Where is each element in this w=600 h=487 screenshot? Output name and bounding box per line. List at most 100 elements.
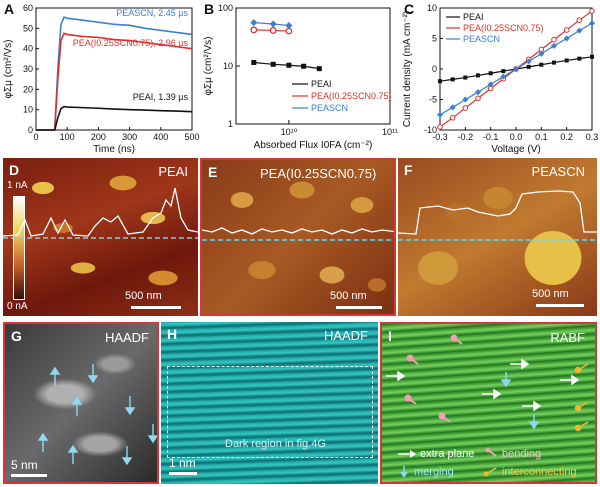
chart-a-annotation-2: PEAI, 1.39 µs: [133, 92, 189, 102]
scalebar-e: [336, 306, 382, 309]
chart-b-point-0-2: [286, 62, 292, 68]
afm-image-mixed: E PEA(I0.25SCN0.75) 500 nm: [200, 158, 396, 316]
scalebar-d: [131, 306, 181, 309]
panel-i-title: RABF: [550, 330, 585, 345]
panel-letter-f: F: [404, 162, 413, 178]
chart-c-point-2-5: [500, 73, 507, 80]
chart-c-point-2-11: [576, 27, 583, 34]
chart-c-point-0-4: [488, 71, 493, 76]
line-profile-f: [398, 190, 597, 241]
scalebar-label-g: 5 nm: [11, 458, 38, 472]
panel-letter-g: G: [11, 328, 22, 344]
chart-c-xtick-label-4: 0.1: [535, 132, 548, 142]
arrows-g: [37, 364, 157, 466]
chart-a-annotation-1: PEA(I0.25SCN0.75), 2.96 µs: [73, 38, 189, 48]
chart-c-ytick-label-4: 10: [427, 3, 437, 13]
chart-c-legend-label-1: PEA(I0.25SCN0.75): [463, 23, 544, 33]
chart-b-point-0-0: [251, 59, 257, 65]
chart-c-point-1-1: [449, 115, 456, 121]
chart-c: C -0.3 -0.2 -0.1 0.0 0.1 0.2 0.3 -10 -5 0 5 10 Volta…: [402, 1, 599, 155]
chart-c-ylabel: Current density (mA cm⁻²): [402, 11, 413, 127]
chart-b-point-0-1: [270, 61, 276, 67]
chart-b-ylabel: φΣμ (cm²/Vs): [203, 37, 214, 96]
chart-c-ytick-label-2: 0: [432, 64, 437, 74]
chart-c-point-0-9: [552, 60, 556, 65]
panel-h-title: HAADF: [323, 328, 368, 343]
chart-c-point-1-12: [589, 8, 595, 14]
chart-b-point-2-0: [250, 19, 258, 27]
line-profile-e: [202, 227, 394, 241]
chart-a-ytick-label-2: 20: [23, 84, 33, 94]
chart-c-point-2-9: [551, 42, 557, 49]
dark-region-note: Dark region in fig.4G: [225, 438, 326, 450]
chart-c-point-2-0: [437, 111, 443, 118]
chart-c-point-2-12: [589, 20, 595, 27]
chart-c-xtick-label-5: 0.2: [560, 132, 573, 142]
chart-c-ytick-label-1: -5: [429, 95, 437, 105]
chart-c-point-0-11: [577, 56, 582, 61]
panel-letter-e: E: [208, 164, 218, 180]
panel-letter-c: C: [404, 1, 414, 17]
chart-b-point-0-3: [301, 63, 307, 69]
scalebar-label-h: 1 nm: [169, 456, 196, 470]
chart-c-xlabel: Voltage (V): [491, 144, 540, 155]
chart-c-point-2-1: [449, 104, 456, 111]
panel-g-title: HAADF: [104, 330, 149, 345]
chart-c-point-0-3: [476, 73, 480, 78]
chart-c-ytick-label-0: -10: [424, 125, 437, 135]
chart-b-point-1-0: [250, 26, 258, 34]
chart-b-point-2-1: [269, 20, 277, 28]
legend-merging: merging: [414, 466, 454, 478]
legend-interconnecting: interconnecting: [502, 466, 577, 478]
chart-c-point-2-3: [475, 89, 481, 96]
chart-a-series-2: [36, 105, 193, 131]
chart-c-point-2-2: [462, 96, 469, 103]
chart-a-xtick-label-3: 300: [122, 132, 137, 142]
chart-a-ytick-label-6: 60: [23, 3, 33, 13]
chart-a-ytick-label-1: 10: [23, 105, 33, 115]
colorbar-top-label: 1 nA: [7, 180, 28, 191]
chart-a-annotation-0: PEASCN, 2.45 µs: [116, 8, 188, 18]
chart-c-point-2-8: [538, 50, 545, 57]
chart-c-xtick-label-0: -0.3: [432, 132, 448, 142]
chart-b-legend-label-2: PEASCN: [311, 103, 348, 113]
afm-image-peascn: F PEASCN 500 nm: [398, 158, 597, 316]
chart-a-xtick-label-5: 500: [184, 132, 199, 142]
chart-c-point-0-8: [539, 62, 544, 67]
chart-c-point-1-2: [462, 105, 469, 111]
scalebar-label-e: 500 nm: [330, 290, 367, 302]
panel-f-title: PEASCN: [531, 164, 585, 179]
chart-c-point-1-9: [551, 36, 557, 43]
line-profile-d: [3, 187, 198, 239]
panel-d-title: PEAI: [158, 164, 188, 179]
chart-b-xlabel: Absorbed Flux I0FA (cm⁻²): [254, 140, 373, 151]
chart-c-point-0-12: [590, 54, 594, 59]
chart-b-legend-label-1: PEA(I0.25SCN0.75): [311, 91, 392, 101]
chart-a: A 0 100 200 300 400 500 0 10 20 30 40 50 60 Time (ns)…: [3, 1, 200, 155]
scalebar-label-f: 500 nm: [532, 288, 569, 300]
panel-letter-b: B: [204, 1, 214, 17]
legend-extra-plane: extra plane: [420, 448, 475, 460]
chart-b-ytick-label-2: 100: [218, 3, 233, 13]
chart-b-ytick-label-1: 10: [223, 61, 233, 71]
panel-letter-d: D: [9, 162, 20, 178]
chart-c-point-1-10: [563, 27, 570, 33]
panel-letter-h: H: [167, 326, 178, 342]
tem-image-rabf: I RABF extra p: [380, 322, 597, 484]
chart-a-xtick-label-1: 100: [60, 132, 75, 142]
chart-b-point-1-1: [269, 27, 277, 34]
chart-c-point-2-4: [487, 81, 494, 88]
chart-c-point-2-7: [525, 58, 532, 65]
chart-c-legend-label-0: PEAI: [463, 12, 484, 22]
chart-b-legend-label-0: PEAI: [311, 79, 332, 89]
chart-c-point-0-1: [450, 77, 455, 82]
scalebar-g: [11, 474, 47, 477]
chart-c-point-0-0: [438, 79, 442, 84]
chart-a-xlabel: Time (ns): [93, 144, 135, 155]
chart-c-point-1-3: [475, 95, 481, 102]
chart-c-xtick-label-6: 0.3: [586, 132, 599, 142]
tem-image-haadf-h: H HAADF Dark region in fig.4G 1 nm: [161, 322, 378, 484]
chart-c-xtick-label-1: -0.2: [458, 132, 474, 142]
colorbar: [13, 196, 25, 300]
panel-letter-a: A: [4, 1, 14, 17]
